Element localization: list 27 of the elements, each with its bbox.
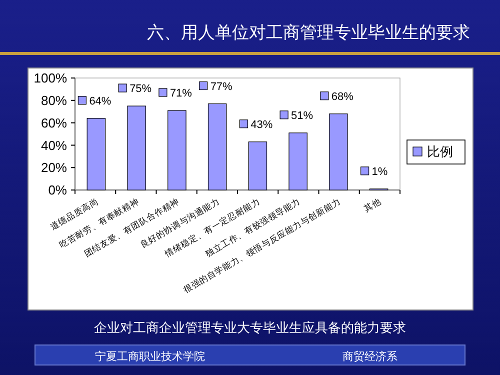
y-tick-label: 100% xyxy=(34,70,68,86)
data-label: 51% xyxy=(291,110,314,122)
data-label: 77% xyxy=(210,80,233,93)
data-label: 64% xyxy=(89,95,112,108)
data-label: 43% xyxy=(250,118,273,131)
text: 宁夏工商职业技术学院 xyxy=(95,350,205,363)
text: 企业对工商企业管理专业大专毕业生应具备的能力要求 xyxy=(94,320,406,336)
bar xyxy=(208,103,227,190)
data-label: 1% xyxy=(372,166,388,178)
bar xyxy=(127,106,146,190)
bar xyxy=(168,110,186,190)
bar xyxy=(329,114,348,190)
y-tick-label: 60% xyxy=(40,115,68,130)
data-label: 71% xyxy=(170,87,192,100)
y-tick-label: 0% xyxy=(48,182,68,198)
bar xyxy=(86,118,106,190)
bar xyxy=(288,132,308,190)
y-tick-label: 80% xyxy=(40,92,68,108)
text: 商贸经济系 xyxy=(342,350,398,363)
y-tick-label: 20% xyxy=(40,160,68,176)
legend-label: 比例 xyxy=(427,145,453,160)
bar xyxy=(248,142,268,190)
chart-title: 六、用人单位对工商管理专业毕业生的要求 xyxy=(147,23,470,43)
data-label: 75% xyxy=(130,83,152,95)
x-tick-label: 其他 xyxy=(362,196,384,215)
data-label: 68% xyxy=(331,90,354,103)
y-tick-label: 40% xyxy=(40,138,68,153)
